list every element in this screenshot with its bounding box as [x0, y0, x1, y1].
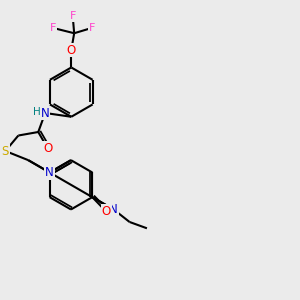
Text: O: O	[67, 44, 76, 57]
Text: F: F	[70, 11, 76, 21]
Text: O: O	[102, 205, 111, 218]
Text: F: F	[88, 23, 95, 33]
Text: S: S	[2, 145, 9, 158]
Text: H: H	[33, 106, 40, 117]
Text: N: N	[109, 203, 118, 216]
Text: O: O	[43, 142, 52, 155]
Text: N: N	[41, 106, 50, 119]
Text: F: F	[50, 23, 56, 33]
Text: N: N	[45, 166, 54, 179]
